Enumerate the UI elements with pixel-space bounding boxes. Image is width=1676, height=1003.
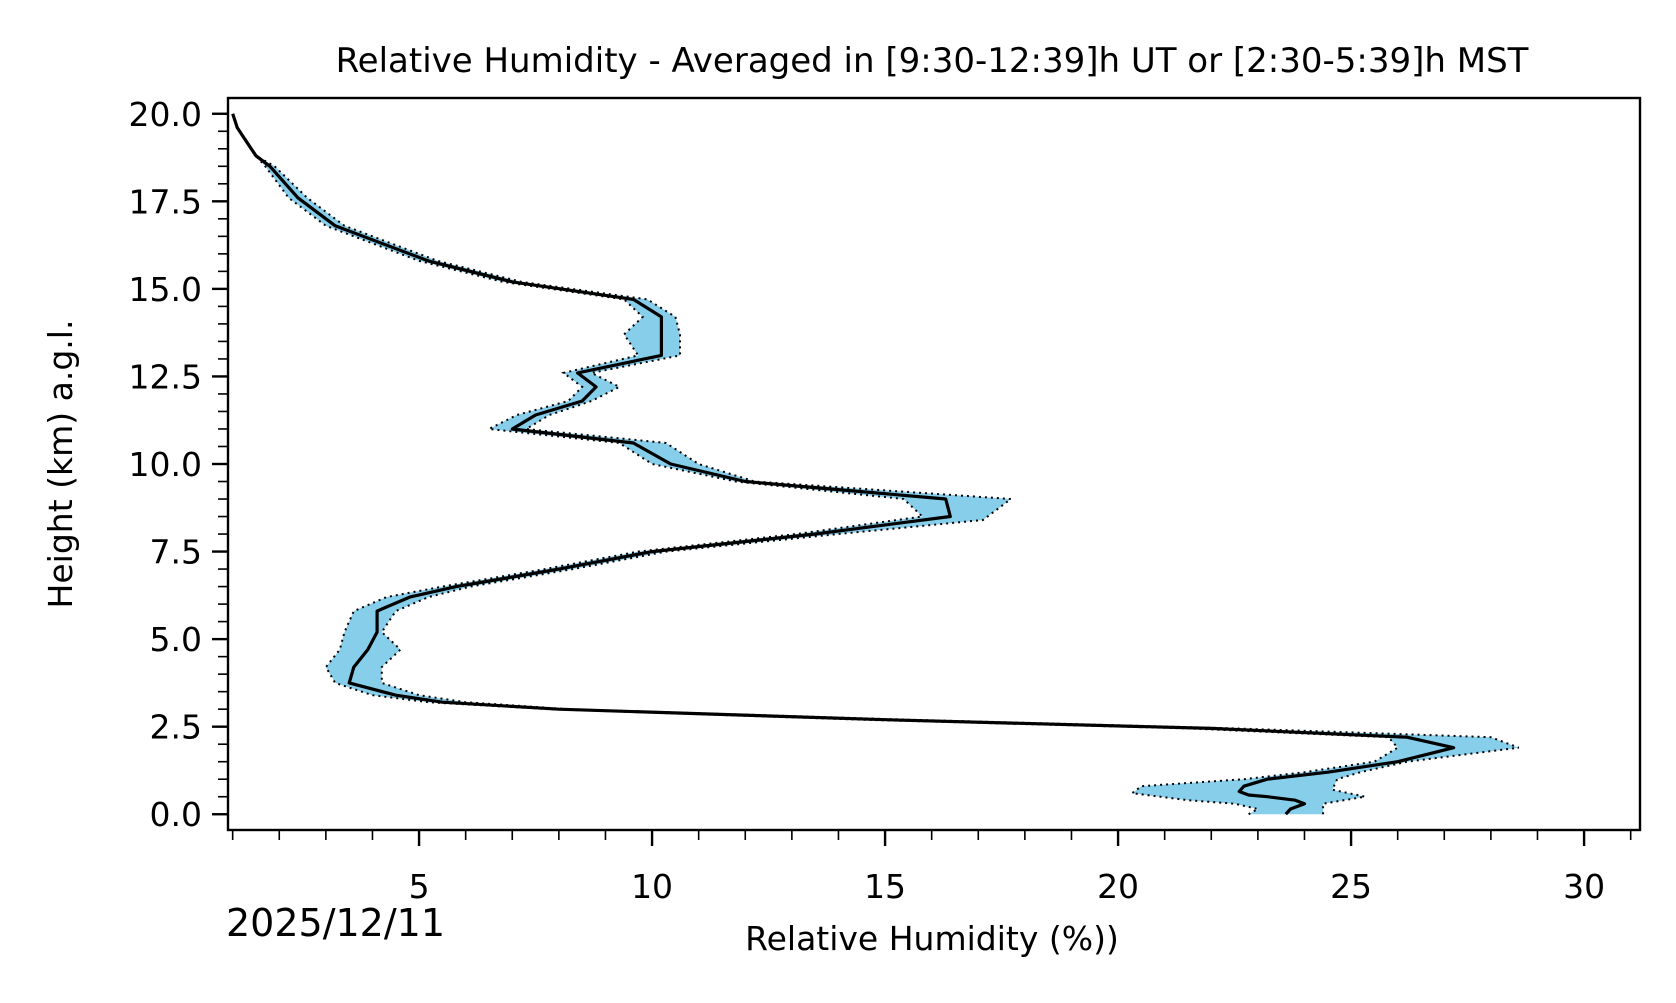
x-tick-label: 25 <box>1330 867 1372 906</box>
plot-area <box>231 113 1520 816</box>
lower-bound-line <box>231 113 1400 816</box>
y-axis-label: Height (km) a.g.l. <box>41 320 80 609</box>
y-tick-label: 15.0 <box>129 270 202 309</box>
y-tick-label: 7.5 <box>150 533 202 572</box>
date-label: 2025/12/11 <box>226 901 445 945</box>
y-tick-label: 12.5 <box>129 357 202 396</box>
x-tick-label: 20 <box>1097 867 1139 906</box>
spread-band <box>232 113 1519 815</box>
x-tick-label: 5 <box>409 867 430 906</box>
y-tick-label: 17.5 <box>129 182 202 221</box>
x-axis-label: Relative Humidity (%)) <box>745 919 1119 958</box>
x-tick-label: 30 <box>1563 867 1605 906</box>
x-tick-label: 15 <box>864 867 906 906</box>
upper-bound-line <box>231 113 1520 815</box>
chart-title: Relative Humidity - Averaged in [9:30-12… <box>336 41 1529 81</box>
y-tick-label: 5.0 <box>150 620 202 659</box>
x-tick-label: 10 <box>631 867 673 906</box>
mean-line <box>231 113 1456 816</box>
y-tick-label: 0.0 <box>150 795 202 834</box>
y-axis-ticks: 0.0 2.5 5.0 7.5 10.0 12.5 15.0 17.5 20.0 <box>129 95 228 834</box>
y-tick-label: 2.5 <box>150 708 202 747</box>
y-tick-label: 10.0 <box>129 445 202 484</box>
y-tick-label: 20.0 <box>129 95 202 134</box>
x-axis-ticks: 5 10 15 20 25 30 <box>231 830 1632 906</box>
